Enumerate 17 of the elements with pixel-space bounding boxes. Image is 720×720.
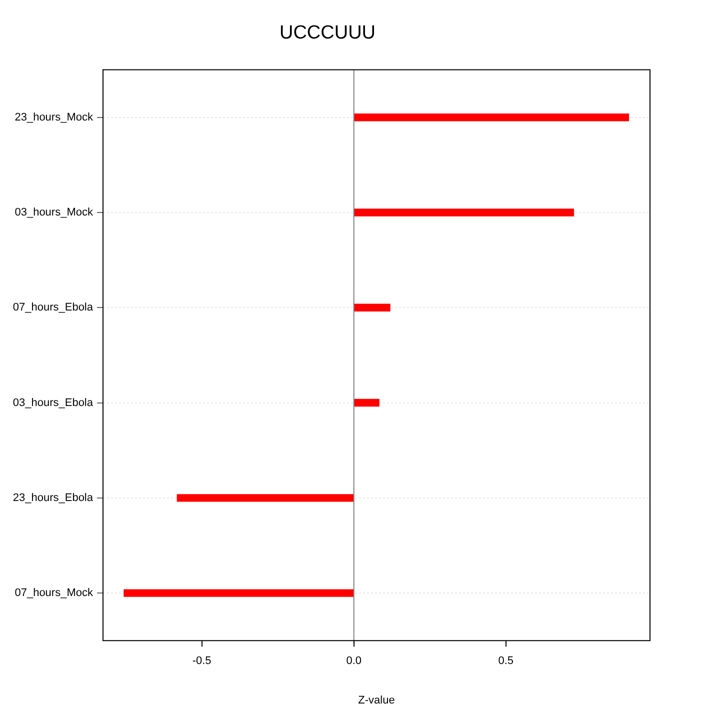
bar <box>354 304 390 312</box>
x-tick-label: 0.5 <box>498 655 514 668</box>
bar <box>354 114 630 122</box>
chart-title: UCCCUUU <box>279 22 376 44</box>
y-tick-label: 03_hours_Mock <box>14 206 94 219</box>
bar <box>176 494 354 502</box>
bar <box>354 208 574 216</box>
bar <box>354 398 380 407</box>
y-tick-label: 23_hours_Mock <box>14 111 94 124</box>
y-tick-label: 23_hours_Ebola <box>12 492 94 504</box>
y-tick-label: 07_hours_Mock <box>14 587 94 600</box>
y-tick-label: 07_hours_Ebola <box>12 302 94 314</box>
y-tick-label: 03_hours_Ebola <box>12 396 94 409</box>
bar <box>124 589 354 597</box>
x-tick-label: 0.0 <box>346 655 362 668</box>
x-tick-label: -0.5 <box>192 655 212 668</box>
x-axis-title: Z-value <box>358 694 395 706</box>
